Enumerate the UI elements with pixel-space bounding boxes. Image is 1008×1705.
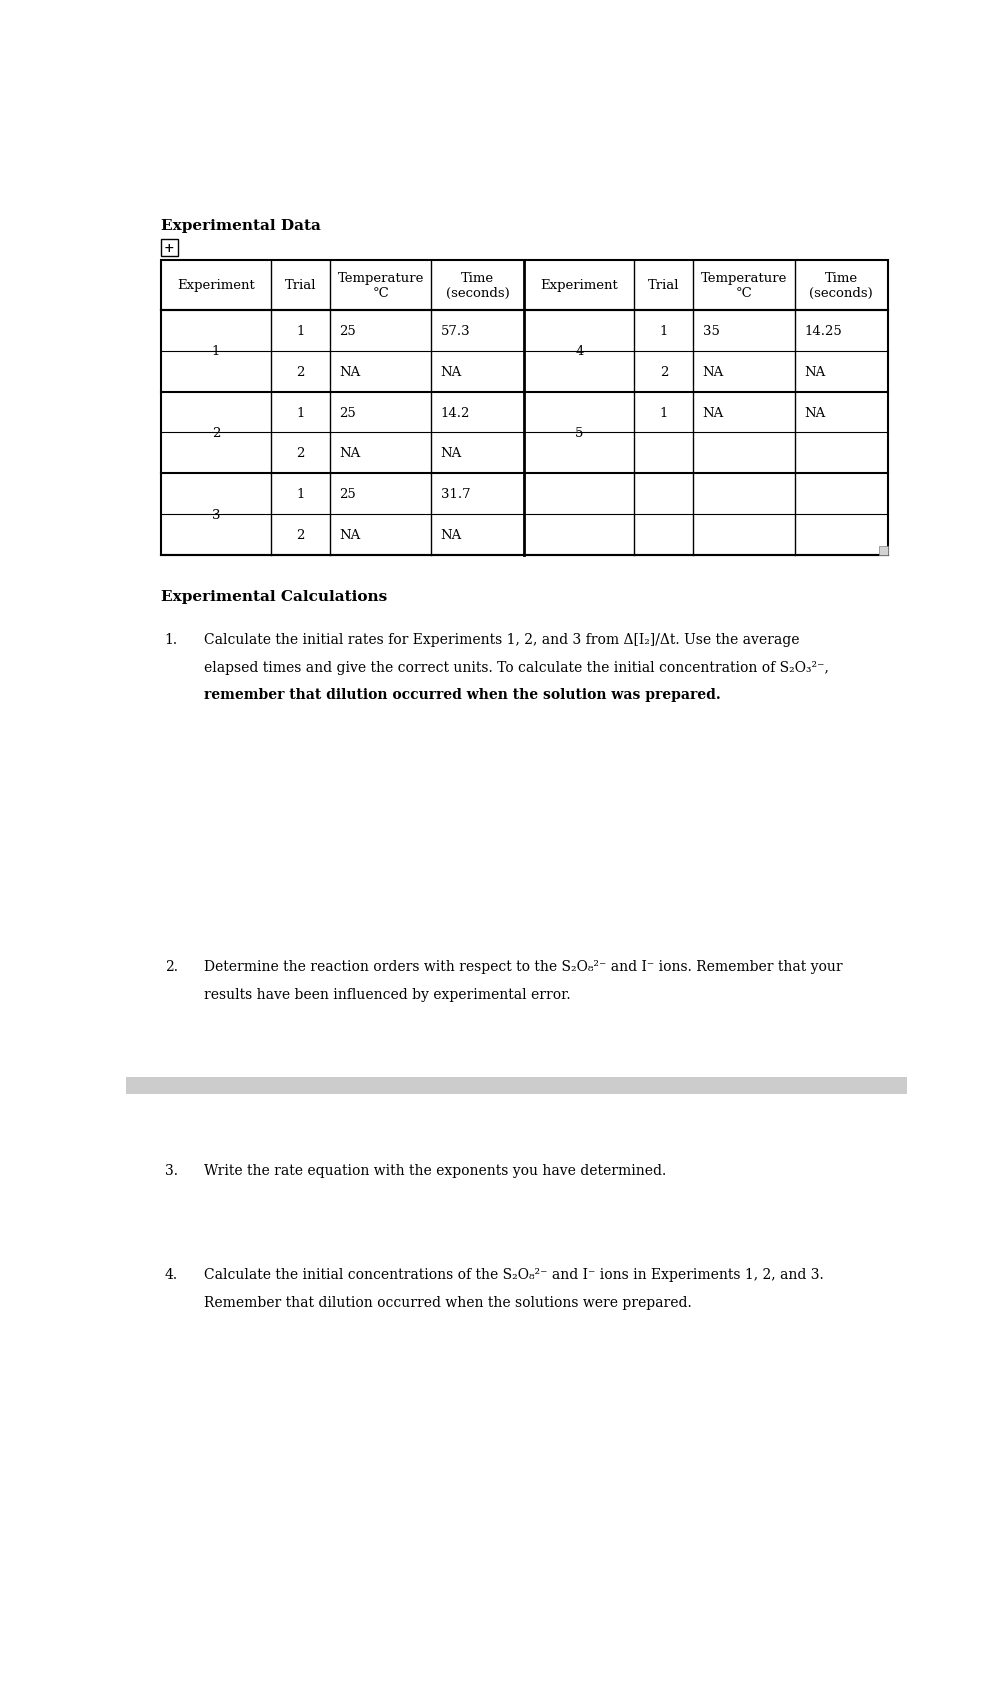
Text: Experiment: Experiment [540,280,618,292]
Text: NA: NA [340,529,361,542]
Text: 14.2: 14.2 [440,406,470,419]
Bar [126,1078,907,1095]
Text: 1: 1 [296,488,304,501]
Text: Experimental Data: Experimental Data [161,218,321,232]
Text: 1: 1 [659,406,668,419]
Text: Time
(seconds): Time (seconds) [446,271,510,300]
Text: 25: 25 [340,406,356,419]
Text: 2: 2 [296,447,304,460]
Text: NA: NA [804,365,826,379]
Text: Temperature
°C: Temperature °C [701,271,787,300]
Text: NA: NA [703,365,724,379]
Text: Trial: Trial [648,280,679,292]
Bar [879,546,888,556]
Text: NA: NA [340,365,361,379]
Text: remember that dilution occurred when the solution was prepared.: remember that dilution occurred when the… [204,687,721,702]
Text: +: + [164,242,174,256]
Text: NA: NA [340,447,361,460]
Text: 1: 1 [659,324,668,338]
Text: 2: 2 [296,529,304,542]
Text: Write the rate equation with the exponents you have determined.: Write the rate equation with the exponen… [204,1163,665,1178]
Text: 57.3: 57.3 [440,324,471,338]
Text: 25: 25 [340,324,356,338]
Text: Time
(seconds): Time (seconds) [809,271,873,300]
Text: Determine the reaction orders with respect to the S₂O₈²⁻ and I⁻ ions. Remember t: Determine the reaction orders with respe… [204,960,842,974]
Text: 3.: 3. [164,1163,177,1178]
Text: 2: 2 [659,365,668,379]
Text: results have been influenced by experimental error.: results have been influenced by experime… [204,987,571,1001]
Text: 1: 1 [296,406,304,419]
Text: elapsed times and give the correct units. To calculate the initial concentration: elapsed times and give the correct units… [204,660,829,673]
Text: Temperature
°C: Temperature °C [338,271,423,300]
Text: NA: NA [804,406,826,419]
Text: 2.: 2. [164,960,177,974]
Text: 14.25: 14.25 [804,324,842,338]
Text: Trial: Trial [284,280,317,292]
Text: 5: 5 [576,426,584,440]
Text: 31.7: 31.7 [440,488,471,501]
Text: 2: 2 [212,426,220,440]
Text: 1.: 1. [164,633,177,646]
Text: Remember that dilution occurred when the solutions were prepared.: Remember that dilution occurred when the… [204,1296,691,1309]
Text: 1: 1 [296,324,304,338]
Text: 4: 4 [576,344,584,358]
Bar [161,240,178,257]
Bar [161,261,888,556]
Text: Calculate the initial concentrations of the S₂O₈²⁻ and I⁻ ions in Experiments 1,: Calculate the initial concentrations of … [204,1267,824,1282]
Text: NA: NA [440,447,462,460]
Text: 35: 35 [703,324,720,338]
Text: 1: 1 [212,344,220,358]
Text: NA: NA [440,529,462,542]
Text: 3: 3 [212,508,220,522]
Text: NA: NA [440,365,462,379]
Text: 25: 25 [340,488,356,501]
Text: Experimental Calculations: Experimental Calculations [161,590,387,604]
Text: Experiment: Experiment [177,280,255,292]
Text: 4.: 4. [164,1267,177,1282]
Text: Calculate the initial rates for Experiments 1, 2, and 3 from Δ[I₂]/Δt. Use the a: Calculate the initial rates for Experime… [204,633,799,646]
Text: 2: 2 [296,365,304,379]
Text: NA: NA [703,406,724,419]
